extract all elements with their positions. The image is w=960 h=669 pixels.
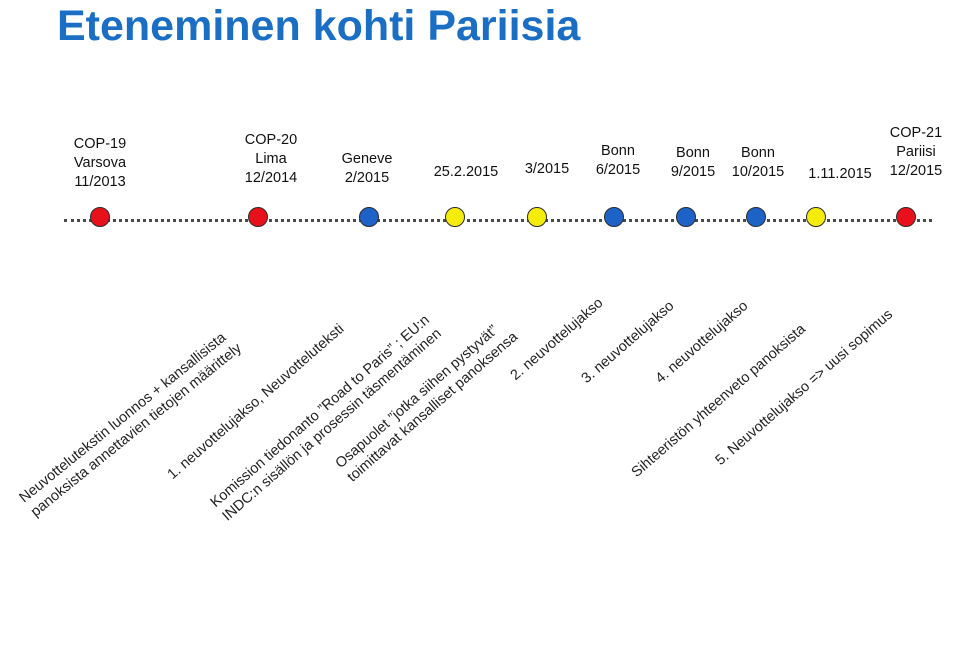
milestone-label-cop19: COP-19 Varsova 11/2013 — [74, 135, 126, 192]
marker-bonn-jun — [604, 207, 624, 227]
label-line: 3/2015 — [524, 161, 570, 177]
milestone-label-bonn-jun: Bonn 6/2015 — [596, 142, 640, 180]
label-line: Bonn — [601, 143, 635, 159]
description-line: Neuvottelutekstin luonnos + kansallisist… — [16, 329, 230, 507]
page-title: Eteneminen kohti Pariisia — [57, 2, 581, 50]
label-line: 12/2014 — [244, 170, 298, 186]
label-line: COP-21 — [889, 125, 943, 141]
marker-mar2015 — [527, 207, 547, 227]
label-line: Varsova — [73, 155, 127, 171]
timeline — [64, 207, 938, 233]
milestone-label-bonn-sep: Bonn 9/2015 — [671, 144, 715, 182]
label-line: 2/2015 — [344, 170, 390, 186]
milestone-label-cop20: COP-20 Lima 12/2014 — [245, 131, 297, 188]
label-line: COP-20 — [244, 132, 298, 148]
label-line: 12/2015 — [889, 163, 943, 179]
label-line: 10/2015 — [731, 164, 785, 180]
label-line: 9/2015 — [670, 164, 716, 180]
marker-cop20 — [248, 207, 268, 227]
marker-feb2015 — [445, 207, 465, 227]
label-line: Bonn — [741, 145, 775, 161]
label-line: 11/2013 — [74, 174, 126, 190]
marker-cop19 — [90, 207, 110, 227]
milestone-label-feb2015: 25.2.2015 — [434, 163, 499, 182]
label-line: 1.11.2015 — [808, 166, 872, 182]
label-line: 6/2015 — [595, 162, 641, 178]
marker-geneve — [359, 207, 379, 227]
label-line: 25.2.2015 — [433, 164, 499, 180]
marker-nov2015 — [806, 207, 826, 227]
label-line: Geneve — [341, 151, 393, 167]
description-cop19: Neuvottelutekstin luonnos + kansallisist… — [16, 326, 245, 521]
marker-bonn-sep — [676, 207, 696, 227]
label-line: Bonn — [676, 145, 710, 161]
milestone-label-geneve: Geneve 2/2015 — [342, 150, 393, 188]
label-line: Pariisi — [896, 144, 936, 160]
label-line: COP-19 — [73, 136, 127, 152]
milestone-label-mar2015: 3/2015 — [525, 160, 569, 179]
timeline-dotted-line — [64, 219, 932, 222]
milestone-label-nov2015: 1.11.2015 — [808, 165, 871, 184]
description-line: toimittavat kansalliset panoksensa — [344, 328, 522, 486]
marker-bonn-oct — [746, 207, 766, 227]
marker-cop21 — [896, 207, 916, 227]
milestone-label-bonn-oct: Bonn 10/2015 — [732, 144, 784, 182]
milestone-label-cop21: COP-21 Pariisi 12/2015 — [890, 124, 942, 181]
label-line: Lima — [255, 151, 287, 167]
